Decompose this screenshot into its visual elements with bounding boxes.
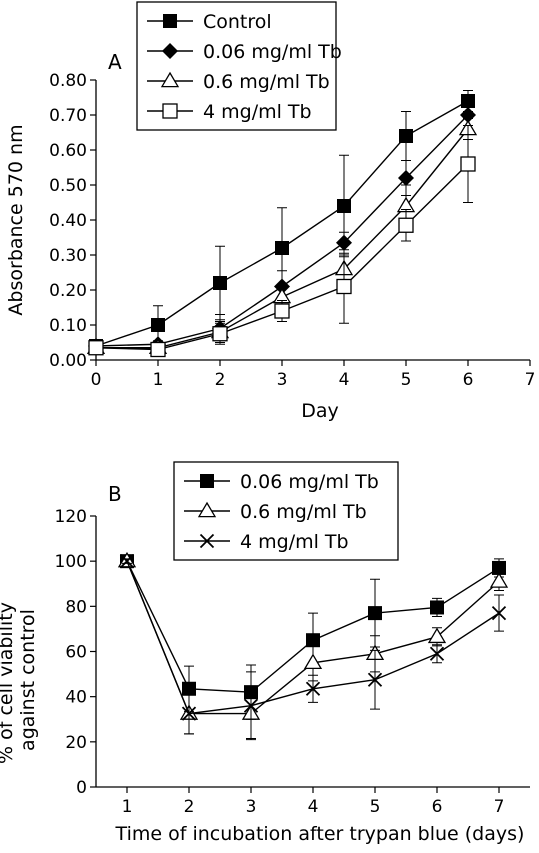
p0-data-point xyxy=(460,156,476,172)
p1-legend-marker xyxy=(200,474,214,488)
plot-area-b: 0 20 40 60 80 100 120 1 2 3 4 5 6 7 xyxy=(55,507,530,817)
p1-data-point xyxy=(427,627,447,644)
p0-y-tick-label: 0.40 xyxy=(49,211,87,231)
p1-legend-label: 4 mg/ml Tb xyxy=(240,531,349,553)
p0-data-point xyxy=(398,217,414,233)
p0-y-tick-label: 0.50 xyxy=(49,176,87,196)
p1-x-tick-label: 5 xyxy=(370,797,381,817)
p0-legend-label: 0.6 mg/ml Tb xyxy=(203,71,330,93)
p0-legend-marker xyxy=(162,43,178,59)
p0-legend-marker xyxy=(162,103,178,119)
panel-label-a: A xyxy=(108,50,122,74)
p0-y-tick-label: 0.10 xyxy=(49,316,87,336)
panel-label-b: B xyxy=(108,482,122,506)
p0-x-tick-label: 3 xyxy=(277,370,288,390)
y-axis-label-b-line2: against control xyxy=(17,609,39,751)
y-axis-label-b-line1: % of cell viability xyxy=(0,602,17,764)
p0-legend-label: 4 mg/ml Tb xyxy=(203,101,312,123)
p0-y-tick-label: 0.60 xyxy=(49,141,87,161)
p1-y-tick-label: 80 xyxy=(65,597,87,617)
p0-x-tick-label: 4 xyxy=(339,370,350,390)
x-axis-label-b: Time of incubation after trypan blue (da… xyxy=(115,823,525,845)
p0-data-point xyxy=(151,318,165,332)
p1-legend-marker xyxy=(199,533,215,549)
plot-area-a: 0.00 0.10 0.20 0.30 0.40 0.50 0.60 0.70 0.80 0 1 2 3… xyxy=(49,71,535,390)
p1-x-tick-label: 2 xyxy=(184,797,195,817)
p1-x-tick-label: 6 xyxy=(432,797,443,817)
p1-x-tick-label: 3 xyxy=(246,797,257,817)
p0-y-tick-label: 0.80 xyxy=(49,71,87,91)
p1-y-tick-label: 60 xyxy=(65,643,87,663)
p0-y-tick-label: 0.30 xyxy=(49,246,87,266)
p0-y-tick-label: 0.70 xyxy=(49,106,87,126)
p0-data-point xyxy=(274,303,290,319)
p1-data-point xyxy=(367,672,383,687)
p0-y-tick-label: 0.00 xyxy=(49,351,87,371)
p0-legend-label: 0.06 mg/ml Tb xyxy=(203,41,342,63)
p1-x-tick-label: 7 xyxy=(494,797,505,817)
p1-legend-label: 0.06 mg/ml Tb xyxy=(240,471,379,493)
p1-data-point xyxy=(430,600,444,615)
p1-data-point xyxy=(181,706,197,721)
p1-data-point xyxy=(243,698,259,713)
p1-legend-label: 0.6 mg/ml Tb xyxy=(240,501,367,523)
p0-x-tick-label: 7 xyxy=(525,370,536,390)
p0-legend-marker xyxy=(163,14,177,28)
legend-a: Control 0.06 mg/ml Tb 0.6 mg/ml Tb 4 mg/ml … xyxy=(136,1,342,131)
p0-series-3 xyxy=(88,125,476,358)
p0-x-tick-label: 6 xyxy=(463,370,474,390)
p0-x-tick-label: 1 xyxy=(153,370,164,390)
p1-series-2 xyxy=(119,554,507,741)
p1-data-point xyxy=(305,681,321,696)
p0-x-tick-label: 5 xyxy=(401,370,412,390)
p0-legend-label: Control xyxy=(203,11,272,33)
p0-data-point xyxy=(150,341,166,358)
p0-data-point xyxy=(213,276,227,290)
p1-data-point xyxy=(303,653,323,670)
p0-data-point xyxy=(336,278,352,295)
p1-x-tick-label: 1 xyxy=(122,797,133,817)
p1-y-tick-label: 0 xyxy=(76,778,87,798)
p0-y-tick-label: 0.20 xyxy=(49,281,87,301)
p0-x-tick-label: 2 xyxy=(215,370,226,390)
y-axis-label-b: % of cell viability against control xyxy=(0,596,39,764)
p1-x-tick-label: 4 xyxy=(308,797,319,817)
p0-data-point xyxy=(212,326,228,342)
x-axis-label-a: Day xyxy=(301,400,339,422)
p1-data-point xyxy=(429,646,445,661)
p0-data-point xyxy=(88,340,104,356)
p0-legend-marker xyxy=(160,71,180,88)
p1-y-tick-label: 100 xyxy=(55,552,87,572)
p1-legend-marker xyxy=(197,501,217,518)
p1-y-tick-label: 120 xyxy=(55,507,87,527)
p0-data-point xyxy=(398,170,414,186)
p0-x-tick-label: 0 xyxy=(91,370,102,390)
y-axis-label-a: Absorbance 570 nm xyxy=(5,124,27,315)
p1-y-tick-label: 20 xyxy=(65,733,87,753)
p1-data-point xyxy=(492,560,506,575)
p0-data-point xyxy=(399,129,413,143)
chart-panel-a: 0.00 0.10 0.20 0.30 0.40 0.50 0.60 0.70 0.80 0 1 2 3… xyxy=(5,1,535,422)
p0-data-point xyxy=(336,234,352,251)
p1-data-point xyxy=(368,606,382,621)
legend-b: 0.06 mg/ml Tb 0.6 mg/ml Tb 4 mg/ml Tb xyxy=(173,461,399,561)
p0-data-point xyxy=(275,241,289,255)
chart-panel-b: 0 20 40 60 80 100 120 1 2 3 4 5 6 7 B Time of incubat… xyxy=(0,461,530,845)
p1-data-point xyxy=(489,572,509,588)
p1-data-point xyxy=(306,633,320,648)
p1-data-point xyxy=(119,554,135,569)
p1-y-tick-label: 40 xyxy=(65,688,87,708)
p0-data-point xyxy=(337,199,351,213)
p1-data-point xyxy=(182,681,196,696)
p1-data-point xyxy=(491,605,507,621)
